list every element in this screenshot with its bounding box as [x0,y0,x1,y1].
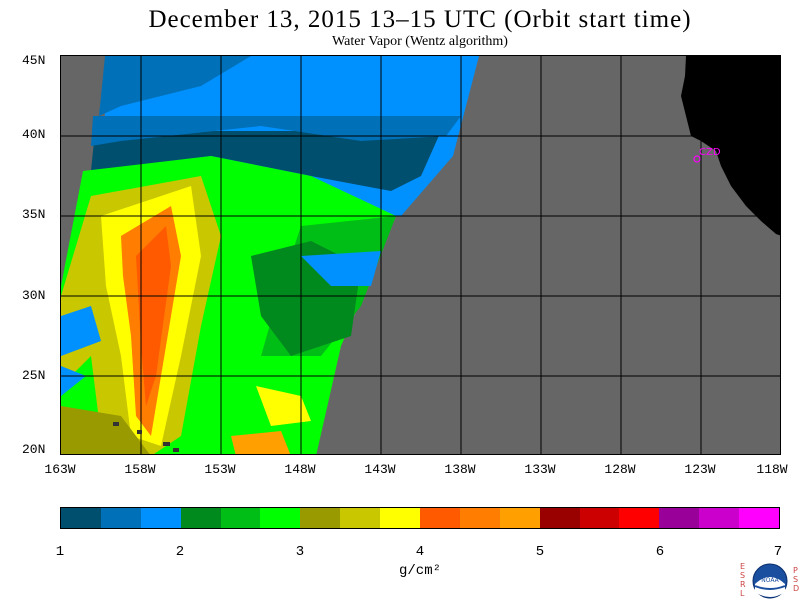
colorbar-swatch [420,508,460,528]
lon-label: 143W [364,462,396,477]
swath-yellow-south-blob [256,386,311,426]
swath-mid-blue-band [91,116,461,146]
water-vapor-map [60,55,781,455]
colorbar-swatch [61,508,101,528]
colorbar-swatch [100,508,141,528]
colorbar-tick-label: 1 [55,544,65,560]
swath-deep-blue-band [99,56,251,116]
colorbar-swatch [180,508,221,528]
lon-label: 123W [684,462,716,477]
lat-label: 20N [22,442,46,457]
colorbar-units: g/cm² [398,563,441,579]
lon-label: 133W [524,462,556,477]
lon-label: 153W [204,462,236,477]
lon-label: 128W [604,462,636,477]
colorbar-tick-label: 6 [655,544,665,560]
land-north-america [681,56,780,236]
lon-label: 158W [124,462,156,477]
lon-label: 163W [44,462,76,477]
swath-dark-blue-band [91,131,441,191]
lon-label: 138W [444,462,476,477]
colorbar-swatch [459,508,500,528]
colorbar-swatch [220,508,261,528]
colorbar-tick-label: 4 [415,544,425,560]
station-marker-czd [693,155,701,163]
colorbar-swatch [739,508,780,528]
colorbar-swatch [539,508,580,528]
lon-label: 118W [756,462,788,477]
colorbar-swatch [260,508,301,528]
hawaiian-islands [113,422,179,452]
colorbar-swatch [659,508,700,528]
swath-blue-west-edge [61,306,101,356]
lat-label: 25N [22,368,46,383]
map-subtitle: Water Vapor (Wentz algorithm) [332,34,508,49]
colorbar-swatch [380,508,421,528]
noaa-logo: NOAA [752,563,788,599]
swath-blue-patch [301,251,381,286]
swath-yellow-south-blob-2 [231,431,291,454]
color-bar [60,507,780,529]
station-label-czd: CZD [699,147,721,158]
lat-label: 30N [22,288,46,303]
colorbar-tick-label: 3 [295,544,305,560]
swath-blue-sw-edge [61,366,86,396]
colorbar-swatch [619,508,660,528]
colorbar-swatch [300,508,341,528]
noaa-logo-text: NOAA [761,577,779,584]
colorbar-tick-label: 2 [175,544,185,560]
colorbar-swatch [499,508,540,528]
colorbar-swatch [579,508,620,528]
colorbar-swatch [340,508,381,528]
lat-label: 45N [22,53,46,68]
lat-label: 35N [22,207,46,222]
lat-label: 40N [22,127,46,142]
satellite-swath [61,56,479,454]
colorbar-tick-label: 7 [773,544,783,560]
colorbar-swatch [699,508,740,528]
lon-label: 148W [284,462,316,477]
swath-olive-south [61,406,150,454]
graticule [61,56,780,454]
map-title: December 13, 2015 13–15 UTC (Orbit start… [148,6,692,33]
swath-red-orange-core [136,226,171,406]
colorbar-swatch [140,508,181,528]
colorbar-tick-label: 5 [535,544,545,560]
